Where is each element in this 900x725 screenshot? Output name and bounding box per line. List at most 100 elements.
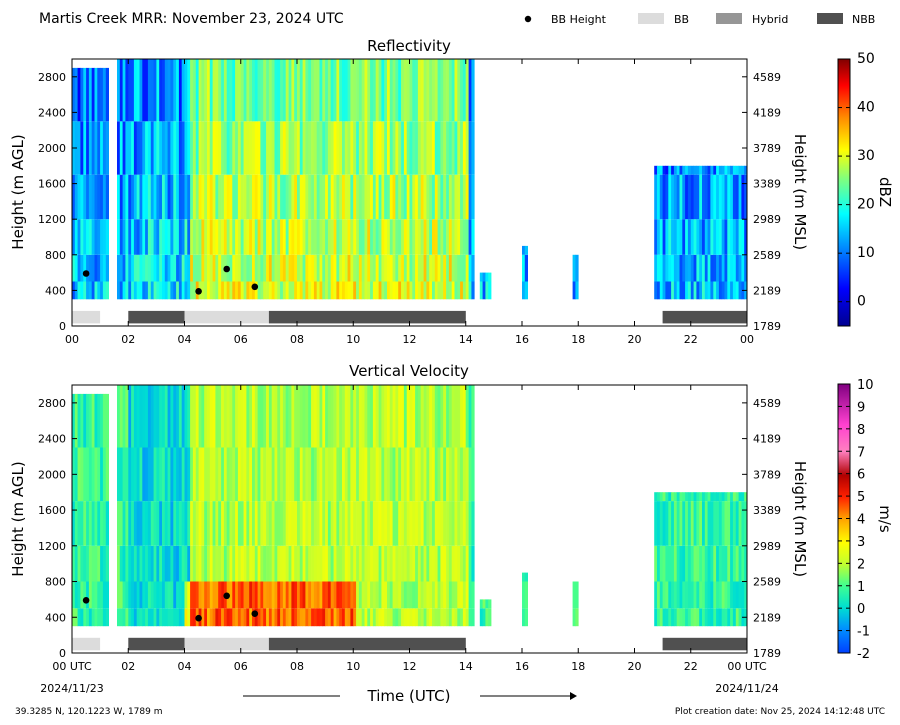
field-cell [704, 165, 708, 175]
field-cell [164, 174, 168, 220]
field-cell [145, 254, 149, 282]
x-tick-label: 18 [571, 660, 585, 673]
field-cell [232, 447, 236, 502]
field-cell [406, 385, 410, 448]
field-cell [685, 545, 689, 582]
field-cell [375, 447, 379, 502]
field-cell [131, 254, 135, 282]
field-cell [367, 545, 371, 582]
field-cell [207, 121, 211, 175]
field-cell [226, 608, 230, 627]
field-cell [415, 174, 419, 220]
field-cell [86, 121, 90, 175]
field-cell [260, 581, 264, 609]
field-cell [204, 608, 208, 627]
field-cell [339, 254, 343, 282]
field-cell [156, 581, 160, 609]
field-cell [409, 281, 413, 300]
field-cell [367, 121, 371, 175]
field-cell [738, 281, 742, 300]
field-cell [218, 174, 222, 220]
field-cell [263, 174, 267, 220]
field-cell [153, 174, 157, 220]
field-cell [446, 281, 450, 300]
field-cell [215, 545, 219, 582]
field-cell [204, 219, 208, 255]
field-cell [336, 59, 340, 122]
field-cell [246, 219, 250, 255]
field-cell [415, 385, 419, 448]
field-cell [437, 121, 441, 175]
field-cell [460, 385, 464, 448]
field-cell [153, 59, 157, 122]
field-cell [415, 545, 419, 582]
field-cell [420, 385, 424, 448]
field-cell [305, 501, 309, 546]
field-cell [102, 447, 107, 502]
field-cell [280, 501, 284, 546]
field-cell [702, 545, 706, 582]
field-cell [412, 219, 416, 255]
field-cell [122, 447, 126, 502]
field-cell [387, 281, 391, 300]
field-cell [195, 59, 199, 122]
field-cell [440, 581, 444, 609]
field-cell [274, 545, 278, 582]
field-cell [347, 219, 351, 255]
field-cell [187, 219, 191, 255]
field-cell [147, 581, 152, 609]
field-cell [100, 254, 104, 282]
field-cell [74, 67, 78, 122]
field-cell [80, 254, 84, 282]
field-cell [150, 59, 154, 122]
field-cell [718, 545, 723, 582]
field-cell [181, 545, 185, 582]
field-cell [417, 59, 422, 122]
field-cell [266, 281, 270, 300]
field-cell [178, 281, 183, 300]
field-cell [305, 545, 309, 582]
field-cell [80, 121, 84, 175]
y-tick-label: 800 [45, 576, 66, 589]
field-cell [215, 501, 219, 546]
field-cell [209, 174, 213, 220]
field-cell [482, 608, 486, 627]
field-cell [80, 393, 84, 448]
field-cell [741, 501, 745, 546]
field-cell [454, 385, 458, 448]
field-cell [316, 219, 320, 255]
field-cell [403, 174, 408, 220]
field-cell [325, 545, 329, 582]
field-cell [313, 545, 318, 582]
field-cell [316, 281, 320, 300]
field-cell [342, 59, 346, 122]
field-cell [232, 385, 236, 448]
field-cell [671, 219, 675, 255]
field-cell [153, 581, 157, 609]
field-cell [671, 581, 675, 609]
field-cell [375, 501, 379, 546]
field-cell [696, 492, 700, 502]
field-cell [330, 581, 334, 609]
field-cell [302, 281, 306, 300]
field-cell [398, 121, 402, 175]
field-cell [297, 447, 301, 502]
field-cell [125, 385, 129, 448]
field-cell [406, 545, 410, 582]
field-cell [356, 545, 360, 582]
field-cell [305, 281, 309, 300]
field-cell [356, 174, 360, 220]
field-cell [327, 501, 332, 546]
field-cell [243, 545, 247, 582]
field-cell [282, 581, 287, 609]
colorbar-tick-label: 1 [857, 580, 865, 595]
field-cell [401, 59, 405, 122]
field-cell [336, 254, 340, 282]
field-cell [80, 67, 84, 122]
field-cell [274, 581, 278, 609]
field-cell [406, 281, 410, 300]
field-cell [420, 608, 424, 627]
field-cell [178, 219, 183, 255]
field-cell [361, 121, 365, 175]
field-cell [370, 545, 374, 582]
